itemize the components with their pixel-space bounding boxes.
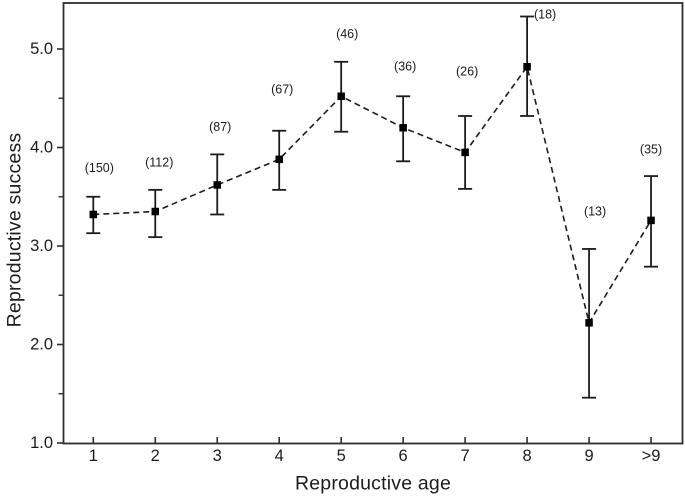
sample-size-label: (26) <box>456 65 478 79</box>
data-series-line <box>93 64 652 325</box>
sample-size-label: (112) <box>145 155 173 169</box>
x-tick-label: 1 <box>89 447 98 465</box>
sample-size-label: (18) <box>534 8 556 22</box>
data-point-marker <box>151 207 160 216</box>
sample-size-label: (150) <box>85 161 114 175</box>
x-tick-label: 5 <box>337 447 346 465</box>
sample-size-label: (87) <box>209 120 231 134</box>
y-tick-label: 1.0 <box>30 434 53 452</box>
x-tick-label: 9 <box>584 447 593 465</box>
x-tick-label: 7 <box>461 447 470 465</box>
sample-size-label: (36) <box>394 60 416 74</box>
data-point-marker <box>275 155 283 164</box>
x-tick-label: 6 <box>399 447 408 465</box>
x-tick-label: >9 <box>642 447 661 465</box>
x-tick-label: 2 <box>151 447 160 465</box>
data-point-marker <box>461 148 469 157</box>
x-tick-label: 8 <box>522 447 531 465</box>
sample-size-label: (67) <box>271 82 293 96</box>
sample-size-label: (46) <box>336 27 358 41</box>
x-axis-title: Reproductive age <box>294 472 452 495</box>
x-tick-label: 3 <box>213 447 222 465</box>
plot-frame <box>62 2 684 445</box>
data-point-marker <box>523 62 531 71</box>
sample-size-label: (13) <box>584 205 606 219</box>
data-point-marker <box>337 92 345 101</box>
data-point-marker <box>89 210 98 219</box>
y-tick-label: 5.0 <box>30 40 53 58</box>
y-tick-label: 2.0 <box>30 336 53 354</box>
x-tick-label: 4 <box>275 447 284 465</box>
y-axis-title: Reproductive success <box>3 132 26 328</box>
y-tick-label: 4.0 <box>30 139 53 157</box>
data-point-marker <box>585 319 593 327</box>
data-point-marker <box>647 216 655 225</box>
sample-size-label: (35) <box>640 142 662 156</box>
data-point-marker <box>399 124 407 132</box>
y-tick-label: 3.0 <box>30 237 53 255</box>
data-point-marker <box>213 181 221 189</box>
